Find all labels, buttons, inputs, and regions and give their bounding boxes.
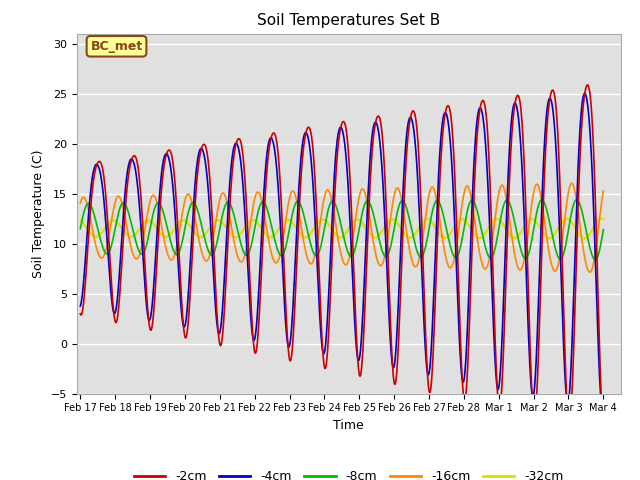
Title: Soil Temperatures Set B: Soil Temperatures Set B — [257, 13, 440, 28]
Y-axis label: Soil Temperature (C): Soil Temperature (C) — [32, 149, 45, 278]
Text: BC_met: BC_met — [90, 40, 143, 53]
Legend: -2cm, -4cm, -8cm, -16cm, -32cm: -2cm, -4cm, -8cm, -16cm, -32cm — [129, 465, 568, 480]
X-axis label: Time: Time — [333, 419, 364, 432]
